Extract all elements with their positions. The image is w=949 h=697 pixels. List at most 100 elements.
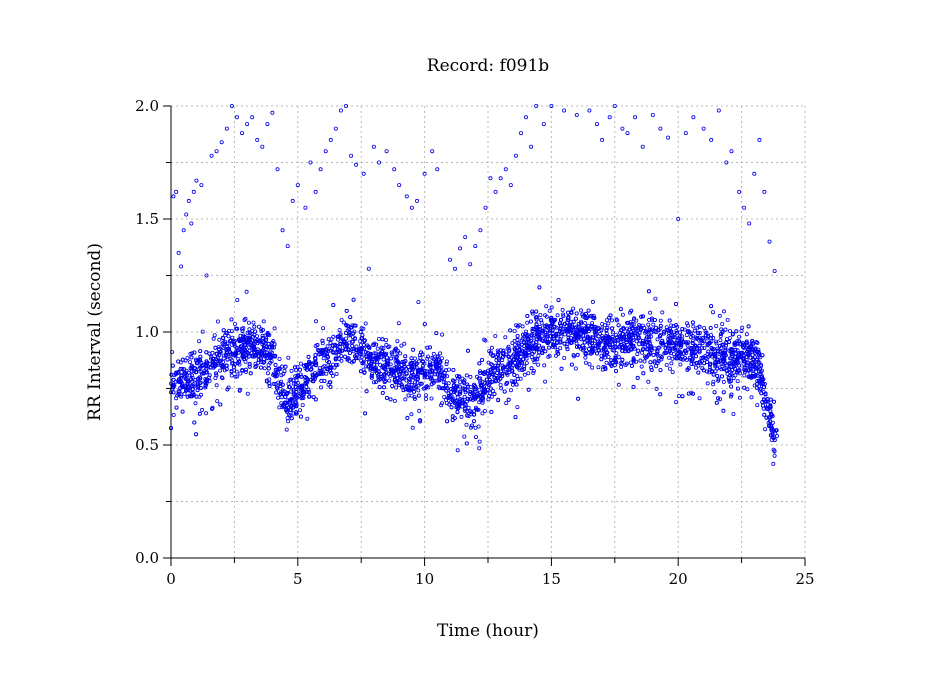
data-point [571,353,576,358]
data-point [240,347,245,352]
data-point [410,370,415,375]
data-point [648,360,653,365]
data-point [614,360,619,365]
data-point [188,366,193,371]
data-point [326,337,331,342]
data-point-outlier [313,189,318,194]
data-point [531,368,536,373]
data-point [729,351,734,356]
data-point [378,362,383,367]
data-point [686,323,691,328]
data-point [461,386,466,391]
data-point [660,341,665,346]
data-point [695,325,700,330]
data-point [306,361,311,366]
data-point-outlier [194,178,199,183]
data-point [605,325,610,330]
data-point [468,389,473,394]
data-point [544,330,549,335]
data-point [590,299,595,304]
data-point-outlier [308,160,313,165]
data-point [707,365,712,370]
data-point [735,379,740,384]
data-point-outlier [752,171,757,176]
data-point [178,366,183,371]
data-point [541,338,546,343]
data-point [363,411,368,416]
data-point [205,377,210,382]
data-point [715,366,720,371]
y-tick-label: 1.5 [135,210,159,228]
data-point [330,344,335,349]
data-point [427,345,432,350]
data-point [644,329,649,334]
data-point [680,394,685,399]
data-point [639,325,644,330]
data-point [291,387,296,392]
data-point [473,435,478,440]
x-tick-label: 0 [166,570,176,588]
data-point [472,382,477,387]
data-point [697,350,702,355]
data-point [646,379,651,384]
data-point [549,317,554,322]
data-point [504,371,509,376]
data-point [337,334,342,339]
data-point [383,338,388,343]
data-point [231,340,236,345]
data-point [388,397,393,402]
data-point [515,324,520,329]
data-point [674,323,679,328]
data-point-outlier [549,104,554,109]
data-point [189,377,194,382]
data-point [711,382,716,387]
data-point [418,418,423,423]
data-point [481,385,486,390]
data-point [368,363,373,368]
data-point [699,355,704,360]
data-point [522,364,527,369]
data-point [670,370,675,375]
data-point [251,345,256,350]
data-point [490,379,495,384]
data-point [378,351,383,356]
data-point [285,416,290,421]
data-point [444,359,449,364]
data-point [535,328,540,333]
data-point [345,357,350,362]
data-point [193,401,198,406]
data-point [315,342,320,347]
data-point [179,383,184,388]
data-point [435,354,440,359]
data-point [349,325,354,330]
data-point [623,349,628,354]
data-point [522,340,527,345]
data-point-outlier [204,273,209,278]
data-point [262,366,267,371]
data-point [579,346,584,351]
data-point [678,362,683,367]
data-point [565,347,570,352]
data-point [716,396,721,401]
data-point [669,329,674,334]
data-point [748,344,753,349]
data-point [329,370,334,375]
data-point [425,345,430,350]
data-point [583,360,588,365]
data-point [692,328,697,333]
data-point [267,344,272,349]
data-point [567,325,572,330]
data-point [247,364,252,369]
data-point [294,410,299,415]
data-point [328,348,333,353]
data-point [524,329,529,334]
data-point [774,428,779,433]
data-point [500,366,505,371]
data-point [478,379,483,384]
data-point [242,342,247,347]
data-point [366,360,371,365]
data-point [690,391,695,396]
data-point-outlier [245,122,250,127]
data-point [171,412,176,417]
data-point [658,334,663,339]
